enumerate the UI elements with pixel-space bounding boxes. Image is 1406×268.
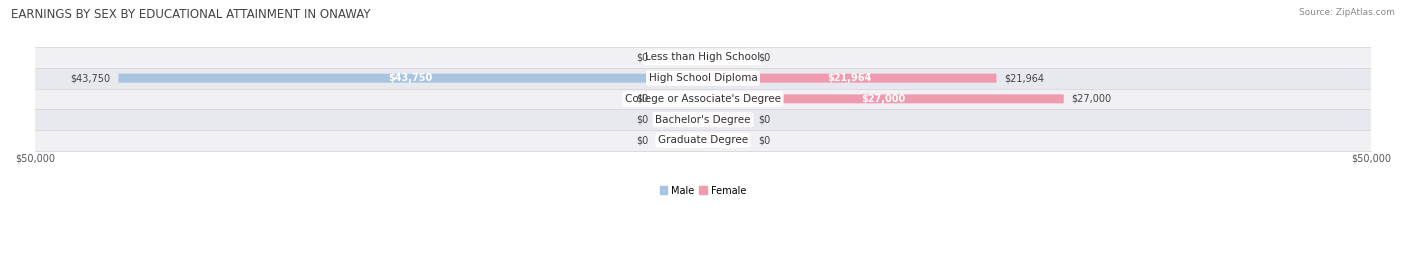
Text: Less than High School: Less than High School bbox=[645, 53, 761, 62]
Bar bbox=[35, 109, 1371, 130]
Bar bbox=[35, 130, 1371, 151]
Text: $21,964: $21,964 bbox=[828, 73, 872, 83]
Text: $0: $0 bbox=[636, 53, 648, 62]
FancyBboxPatch shape bbox=[703, 53, 749, 62]
Text: $27,000: $27,000 bbox=[862, 94, 905, 104]
FancyBboxPatch shape bbox=[703, 136, 749, 145]
FancyBboxPatch shape bbox=[657, 94, 703, 103]
Text: $0: $0 bbox=[758, 135, 770, 145]
Text: $27,000: $27,000 bbox=[1071, 94, 1112, 104]
Bar bbox=[35, 47, 1371, 68]
Text: Source: ZipAtlas.com: Source: ZipAtlas.com bbox=[1299, 8, 1395, 17]
Text: $0: $0 bbox=[636, 114, 648, 125]
Text: High School Diploma: High School Diploma bbox=[648, 73, 758, 83]
FancyBboxPatch shape bbox=[118, 74, 703, 83]
Text: $0: $0 bbox=[758, 114, 770, 125]
Text: $0: $0 bbox=[636, 94, 648, 104]
Text: $0: $0 bbox=[758, 53, 770, 62]
FancyBboxPatch shape bbox=[703, 115, 749, 124]
Bar bbox=[35, 68, 1371, 88]
Text: College or Associate's Degree: College or Associate's Degree bbox=[626, 94, 780, 104]
Text: EARNINGS BY SEX BY EDUCATIONAL ATTAINMENT IN ONAWAY: EARNINGS BY SEX BY EDUCATIONAL ATTAINMEN… bbox=[11, 8, 371, 21]
Text: $21,964: $21,964 bbox=[1004, 73, 1045, 83]
Text: $43,750: $43,750 bbox=[388, 73, 433, 83]
Text: $43,750: $43,750 bbox=[70, 73, 111, 83]
FancyBboxPatch shape bbox=[657, 136, 703, 145]
Legend: Male, Female: Male, Female bbox=[655, 182, 751, 199]
FancyBboxPatch shape bbox=[703, 74, 997, 83]
Bar bbox=[35, 88, 1371, 109]
FancyBboxPatch shape bbox=[657, 115, 703, 124]
Text: Bachelor's Degree: Bachelor's Degree bbox=[655, 114, 751, 125]
FancyBboxPatch shape bbox=[657, 53, 703, 62]
FancyBboxPatch shape bbox=[703, 94, 1064, 103]
Text: Graduate Degree: Graduate Degree bbox=[658, 135, 748, 145]
Text: $0: $0 bbox=[636, 135, 648, 145]
